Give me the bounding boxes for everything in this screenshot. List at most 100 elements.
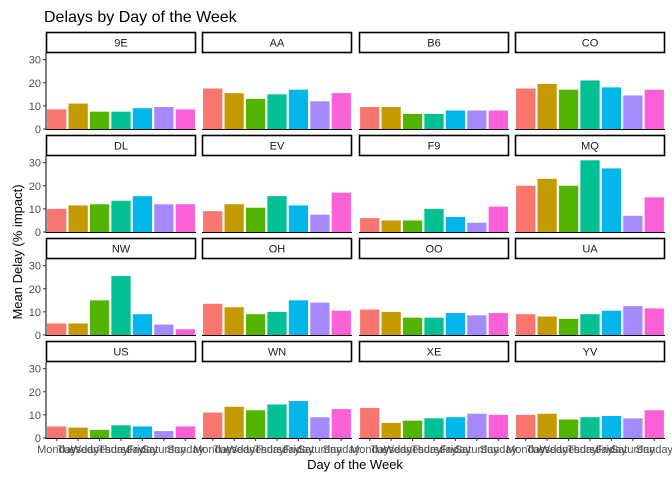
strip-label: CO: [582, 38, 599, 50]
strip-box: [45, 31, 197, 54]
bar-tuesday: [224, 307, 244, 335]
bar-saturday: [310, 101, 330, 129]
x-tick-label-tuesday: Tuesday: [370, 444, 412, 456]
bar-wednesday: [89, 429, 110, 438]
y-axis-title: Mean Delay (% impact): [10, 184, 25, 319]
x-tick-label-monday: Monday: [37, 444, 77, 456]
bar-monday: [516, 185, 536, 232]
x-tick-label-friday: Friday: [440, 444, 471, 456]
panel-nw: NW 0 10 20 30: [29, 237, 197, 342]
bar-tuesday: [224, 93, 244, 129]
bar-wednesday: [245, 314, 266, 335]
y-tick-label: 30: [29, 364, 41, 376]
bar-friday: [288, 89, 309, 129]
x-tick-label-monday: Monday: [350, 444, 390, 456]
strip-label: OO: [425, 244, 443, 256]
bar-tuesday: [537, 178, 557, 232]
bar-saturday: [623, 418, 643, 438]
bar-sunday: [175, 426, 195, 438]
bar-wednesday: [558, 318, 579, 335]
panel-oo: OO: [358, 237, 510, 336]
x-tick-label-monday: Monday: [193, 444, 233, 456]
y-tick-label: 0: [35, 433, 41, 445]
panel-mq: MQ: [514, 134, 666, 233]
bar-monday: [516, 88, 536, 129]
x-tick-label-wednesday: Wednesday: [71, 444, 129, 456]
y-tick-label: 0: [35, 227, 41, 239]
bar-sunday: [331, 192, 351, 232]
panel-aa: AA: [201, 31, 353, 130]
bar-sunday: [175, 204, 195, 232]
y-tick-label: 20: [29, 78, 41, 90]
bar-wednesday: [89, 300, 110, 335]
bar-saturday: [154, 431, 174, 438]
strip-label: F9: [428, 141, 441, 153]
bar-saturday: [467, 222, 487, 232]
bar-thursday: [580, 80, 600, 129]
strip-label: WN: [268, 347, 286, 359]
bar-saturday: [310, 302, 330, 335]
strip-box: [514, 237, 666, 260]
strip-box: [358, 134, 510, 157]
bar-saturday: [623, 215, 643, 232]
x-tick-label-saturday: Saturday: [455, 444, 500, 456]
x-tick-label-sunday: Sunday: [636, 444, 672, 456]
bar-thursday: [111, 200, 131, 232]
bar-monday: [47, 109, 67, 129]
bar-thursday: [424, 113, 444, 129]
panel-dl: DL 0 10 20 30: [29, 134, 197, 239]
strip-label: AA: [270, 38, 285, 50]
chart-title: Delays by Day of the Week: [44, 9, 238, 26]
strip-box: [514, 340, 666, 363]
bar-tuesday: [68, 323, 88, 335]
bar-monday: [360, 218, 380, 232]
bar-wednesday: [245, 410, 266, 438]
bar-friday: [132, 314, 153, 335]
bar-tuesday: [224, 204, 244, 232]
bar-friday: [288, 300, 309, 335]
x-tick-label-saturday: Saturday: [298, 444, 343, 456]
bar-thursday: [267, 404, 287, 438]
y-tick-label: 0: [35, 124, 41, 136]
bar-wednesday: [402, 317, 423, 335]
y-tick-label: 30: [29, 55, 41, 67]
x-tick-label-friday: Friday: [283, 444, 314, 456]
bar-friday: [445, 216, 466, 232]
strip-label: YV: [583, 347, 598, 359]
bar-monday: [203, 303, 223, 335]
bar-monday: [203, 412, 223, 438]
bar-tuesday: [537, 413, 557, 438]
strip-label: EV: [270, 141, 285, 153]
bar-sunday: [175, 329, 195, 335]
bar-friday: [601, 168, 622, 232]
bar-thursday: [111, 111, 131, 129]
bar-tuesday: [68, 103, 88, 129]
strip-box: [45, 237, 197, 260]
panel-us: US 0 10 20 30 MondayTuesdayWednesdayThursdayF…: [29, 340, 204, 456]
panels-group: 9E 0 10 20 30 AA B6 CO DL 0 10 20 30 EV F9 MQ NW 0 10 20 30 O…: [29, 31, 672, 456]
bar-sunday: [331, 310, 351, 335]
y-tick-label: 30: [29, 261, 41, 273]
bar-saturday: [154, 324, 174, 335]
strip-box: [358, 31, 510, 54]
bar-wednesday: [89, 204, 110, 232]
bar-sunday: [488, 206, 508, 232]
strip-label: 9E: [114, 38, 127, 50]
strip-box: [201, 237, 353, 260]
bar-tuesday: [537, 83, 557, 129]
bar-wednesday: [245, 98, 266, 129]
strip-box: [201, 340, 353, 363]
bar-friday: [445, 417, 466, 438]
bar-tuesday: [68, 205, 88, 232]
bar-tuesday: [381, 311, 401, 335]
bar-thursday: [424, 208, 444, 232]
bar-wednesday: [402, 420, 423, 438]
bar-wednesday: [89, 111, 110, 129]
bar-saturday: [310, 417, 330, 438]
x-tick-label-tuesday: Tuesday: [57, 444, 99, 456]
panel-wn: WN MondayTuesdayWednesdayThursdayFridaySa…: [193, 340, 360, 456]
panel-oh: OH: [201, 237, 353, 336]
bar-saturday: [467, 413, 487, 438]
bar-tuesday: [381, 422, 401, 438]
panel-ev: EV: [201, 134, 353, 233]
